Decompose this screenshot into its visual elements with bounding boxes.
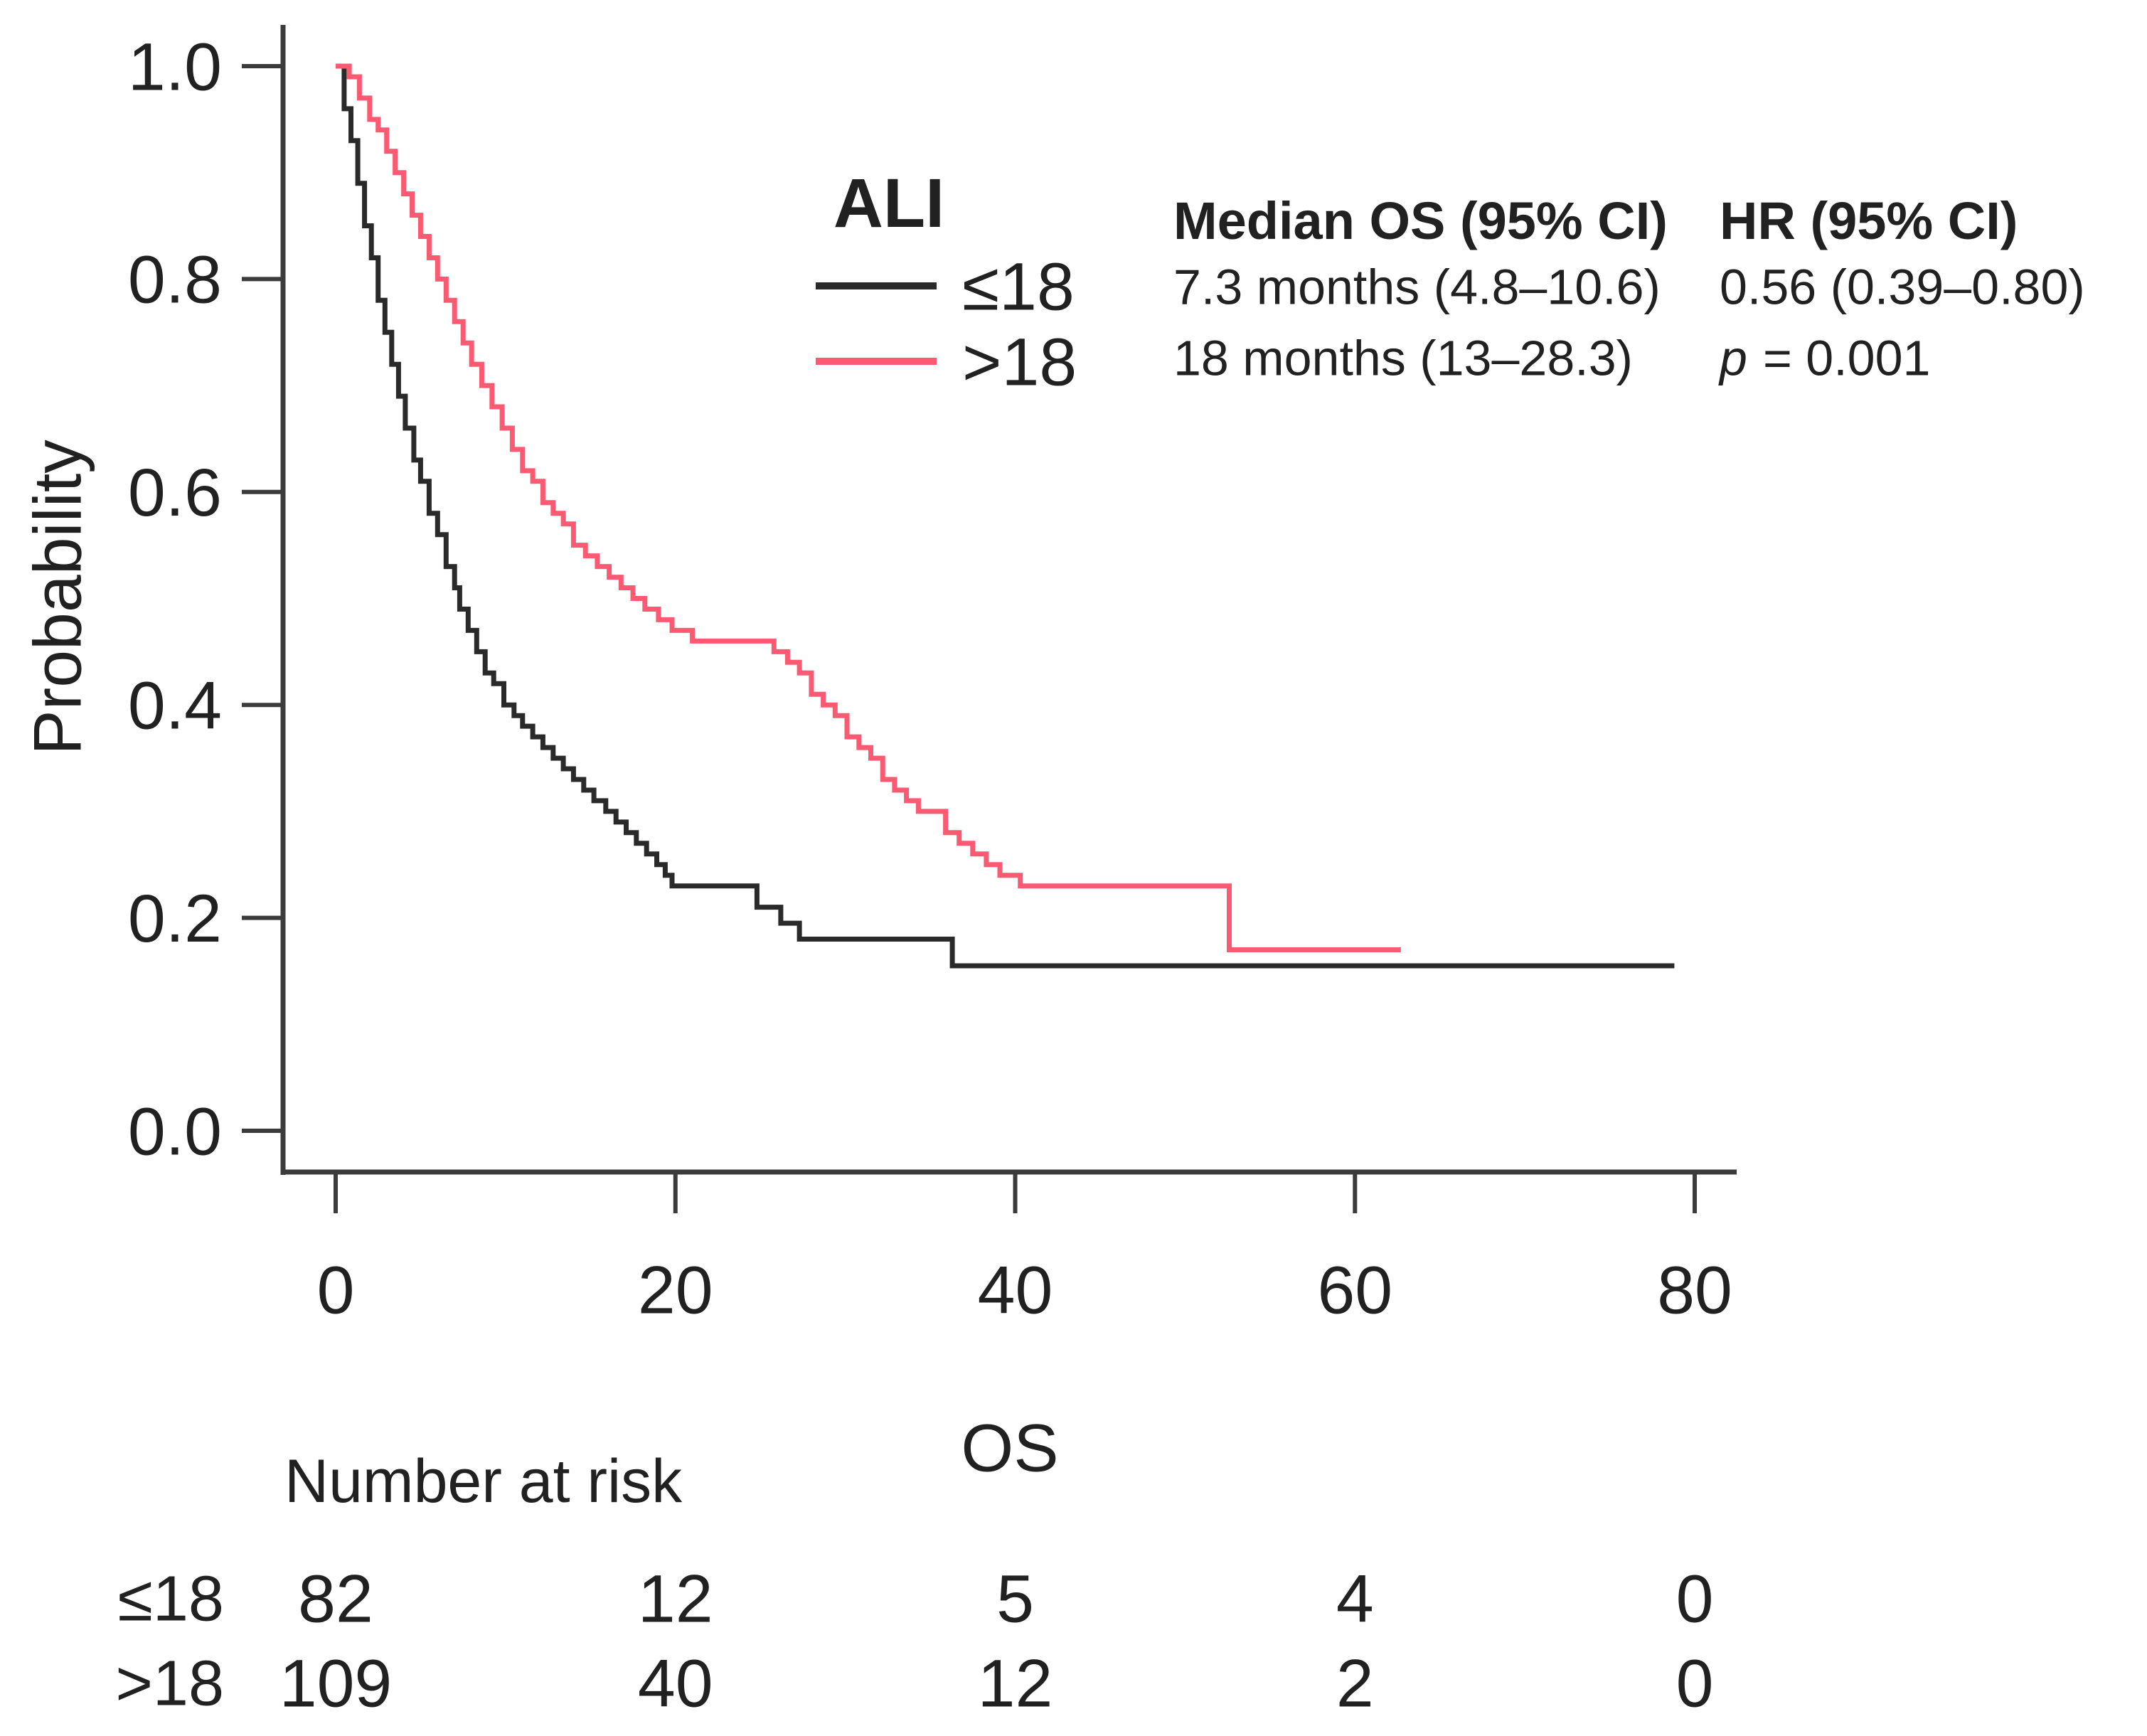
y-axis-title: Probability <box>20 440 95 755</box>
x-tick-label: 20 <box>638 1252 713 1328</box>
risk-count: 12 <box>638 1561 713 1636</box>
risk-row-label-le18: ≤18 <box>117 1564 224 1635</box>
legend-label-le18: ≤18 <box>962 249 1075 324</box>
legend: ALI ≤18 >18 <box>816 164 1077 400</box>
y-tick-label: 0.8 <box>128 243 222 318</box>
x-axis-title: OS <box>961 1410 1058 1486</box>
km-curve-gt18 <box>336 63 1401 952</box>
x-axis-ticks: 0 20 40 60 80 <box>317 1172 1732 1328</box>
median-os-gt18: 18 months (13–28.3) <box>1173 331 1633 386</box>
risk-count: 82 <box>298 1561 373 1636</box>
risk-count: 12 <box>978 1646 1053 1721</box>
p-value-row: p = 0.001 <box>1718 331 1930 386</box>
risk-row-label-gt18: >18 <box>115 1649 224 1720</box>
p-symbol: p <box>1718 331 1747 386</box>
survival-curves <box>336 63 1675 969</box>
risk-count: 2 <box>1336 1646 1374 1721</box>
legend-title: ALI <box>833 164 944 242</box>
risk-count: 5 <box>996 1561 1034 1636</box>
y-axis-ticks: 1.0 0.8 0.6 0.4 0.2 0.0 <box>128 29 283 1169</box>
risk-count: 0 <box>1676 1646 1714 1721</box>
y-tick-label: 0.2 <box>128 881 222 957</box>
median-os-header: Median OS (95% CI) <box>1173 191 1668 250</box>
hr-value: 0.56 (0.39–0.80) <box>1720 260 2085 315</box>
x-tick-label: 60 <box>1317 1252 1392 1328</box>
x-tick-label: 80 <box>1657 1252 1732 1328</box>
number-at-risk-title: Number at risk <box>284 1447 683 1516</box>
x-tick-label: 40 <box>978 1252 1053 1328</box>
risk-count: 40 <box>638 1646 713 1721</box>
km-curve-le18 <box>336 63 1675 969</box>
y-tick-label: 1.0 <box>128 29 222 105</box>
y-tick-label: 0.0 <box>128 1094 222 1169</box>
hr-header: HR (95% CI) <box>1720 191 2018 250</box>
risk-count: 0 <box>1676 1561 1714 1636</box>
y-tick-label: 0.4 <box>128 668 222 743</box>
stats-annotation: Median OS (95% CI) HR (95% CI) 7.3 month… <box>1173 191 2085 386</box>
x-tick-label: 0 <box>317 1252 355 1328</box>
legend-label-gt18: >18 <box>962 324 1077 400</box>
risk-count: 109 <box>279 1646 393 1721</box>
p-value-text: = 0.001 <box>1763 331 1931 386</box>
y-tick-label: 0.6 <box>128 455 222 531</box>
risk-count: 4 <box>1336 1561 1374 1636</box>
median-os-le18: 7.3 months (4.8–10.6) <box>1173 260 1661 315</box>
